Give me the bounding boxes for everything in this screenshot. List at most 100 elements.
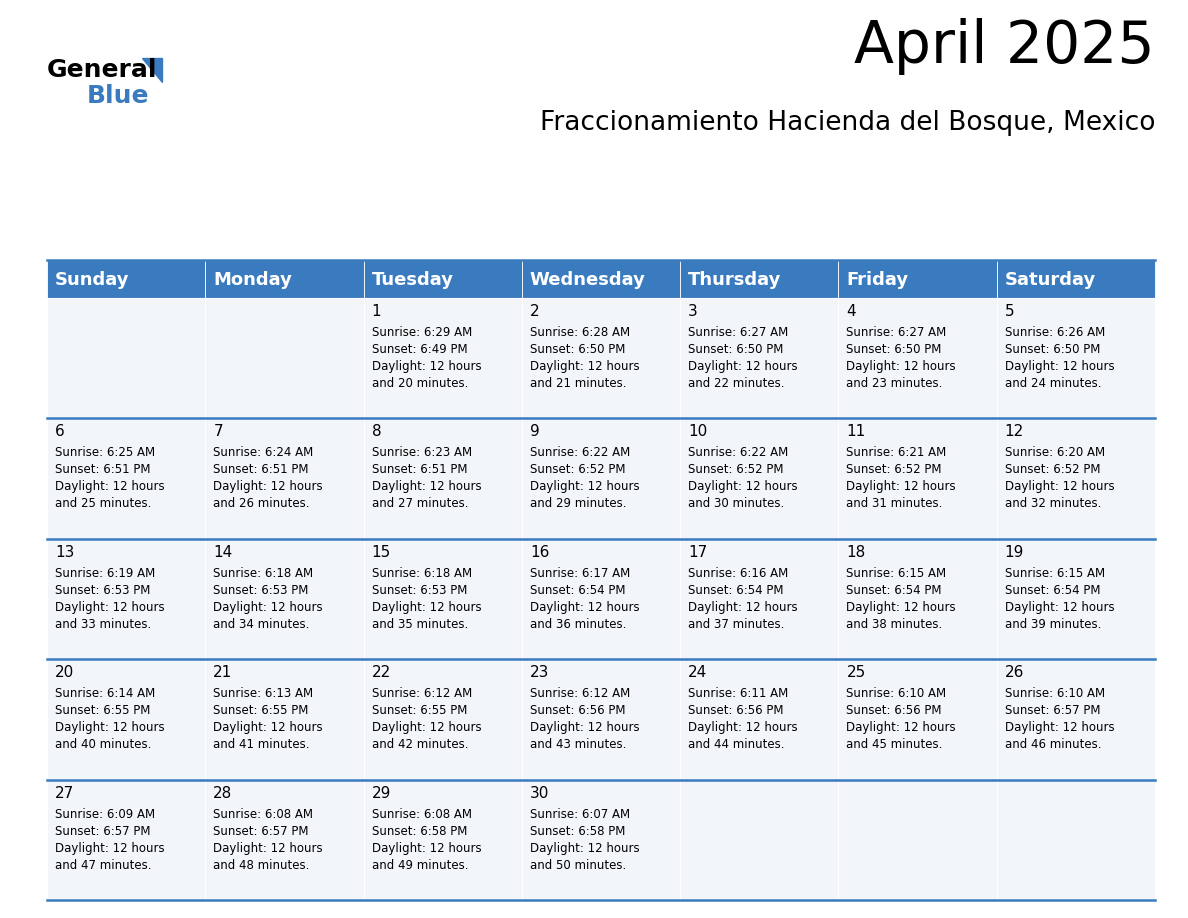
Text: Sunset: 6:51 PM: Sunset: 6:51 PM	[372, 464, 467, 476]
Text: Sunset: 6:53 PM: Sunset: 6:53 PM	[55, 584, 151, 597]
Text: Sunrise: 6:25 AM: Sunrise: 6:25 AM	[55, 446, 156, 459]
Bar	[522, 298, 681, 419]
Text: Sunrise: 6:15 AM: Sunrise: 6:15 AM	[1005, 566, 1105, 580]
Text: Sunset: 6:57 PM: Sunset: 6:57 PM	[214, 824, 309, 837]
Text: and 32 minutes.: and 32 minutes.	[1005, 498, 1101, 510]
Text: Sunset: 6:52 PM: Sunset: 6:52 PM	[688, 464, 784, 476]
Bar	[681, 260, 839, 298]
Text: Friday: Friday	[846, 271, 909, 289]
Text: Daylight: 12 hours: Daylight: 12 hours	[372, 360, 481, 373]
Text: Sunrise: 6:12 AM: Sunrise: 6:12 AM	[530, 688, 630, 700]
Text: Blue: Blue	[87, 84, 150, 108]
Text: Saturday: Saturday	[1005, 271, 1097, 289]
Text: Daylight: 12 hours: Daylight: 12 hours	[530, 722, 639, 734]
Text: Sunrise: 6:10 AM: Sunrise: 6:10 AM	[846, 688, 947, 700]
Text: 15: 15	[372, 544, 391, 560]
Text: Daylight: 12 hours: Daylight: 12 hours	[1005, 480, 1114, 493]
Bar	[839, 779, 997, 900]
Text: Daylight: 12 hours: Daylight: 12 hours	[55, 842, 165, 855]
Text: Sunset: 6:54 PM: Sunset: 6:54 PM	[1005, 584, 1100, 597]
Text: Sunset: 6:51 PM: Sunset: 6:51 PM	[55, 464, 151, 476]
Bar	[48, 298, 206, 419]
Bar	[681, 298, 839, 419]
Text: Sunrise: 6:08 AM: Sunrise: 6:08 AM	[372, 808, 472, 821]
Text: Daylight: 12 hours: Daylight: 12 hours	[55, 722, 165, 734]
Text: Sunset: 6:54 PM: Sunset: 6:54 PM	[530, 584, 625, 597]
Text: and 26 minutes.: and 26 minutes.	[214, 498, 310, 510]
Text: Daylight: 12 hours: Daylight: 12 hours	[372, 480, 481, 493]
Text: and 35 minutes.: and 35 minutes.	[372, 618, 468, 631]
Bar	[681, 659, 839, 779]
Text: Sunset: 6:52 PM: Sunset: 6:52 PM	[530, 464, 625, 476]
Text: and 21 minutes.: and 21 minutes.	[530, 377, 626, 390]
Text: Daylight: 12 hours: Daylight: 12 hours	[372, 722, 481, 734]
Bar	[839, 659, 997, 779]
Text: and 49 minutes.: and 49 minutes.	[372, 858, 468, 871]
Text: and 34 minutes.: and 34 minutes.	[214, 618, 310, 631]
Bar	[522, 539, 681, 659]
Text: Sunrise: 6:15 AM: Sunrise: 6:15 AM	[846, 566, 947, 580]
Text: 29: 29	[372, 786, 391, 800]
Text: Sunrise: 6:29 AM: Sunrise: 6:29 AM	[372, 326, 472, 339]
Polygon shape	[143, 58, 162, 82]
Bar	[364, 260, 522, 298]
Text: Sunset: 6:55 PM: Sunset: 6:55 PM	[214, 704, 309, 717]
Text: 21: 21	[214, 666, 233, 680]
Bar	[48, 419, 206, 539]
Bar	[48, 260, 206, 298]
Text: and 23 minutes.: and 23 minutes.	[846, 377, 943, 390]
Text: Sunrise: 6:22 AM: Sunrise: 6:22 AM	[688, 446, 789, 459]
Bar	[839, 539, 997, 659]
Text: and 24 minutes.: and 24 minutes.	[1005, 377, 1101, 390]
Text: Daylight: 12 hours: Daylight: 12 hours	[214, 480, 323, 493]
Text: Daylight: 12 hours: Daylight: 12 hours	[846, 360, 956, 373]
Text: Sunday: Sunday	[55, 271, 129, 289]
Text: 6: 6	[55, 424, 65, 440]
Bar	[839, 298, 997, 419]
Text: Sunrise: 6:19 AM: Sunrise: 6:19 AM	[55, 566, 156, 580]
Text: 22: 22	[372, 666, 391, 680]
Text: 2: 2	[530, 304, 539, 319]
Text: and 37 minutes.: and 37 minutes.	[688, 618, 784, 631]
Text: Sunset: 6:55 PM: Sunset: 6:55 PM	[372, 704, 467, 717]
Text: 10: 10	[688, 424, 707, 440]
Bar	[206, 779, 364, 900]
Text: Daylight: 12 hours: Daylight: 12 hours	[688, 480, 798, 493]
Bar	[364, 659, 522, 779]
Bar	[839, 419, 997, 539]
Text: Sunset: 6:57 PM: Sunset: 6:57 PM	[1005, 704, 1100, 717]
Text: 13: 13	[55, 544, 75, 560]
Text: 3: 3	[688, 304, 697, 319]
Text: and 33 minutes.: and 33 minutes.	[55, 618, 151, 631]
Text: Daylight: 12 hours: Daylight: 12 hours	[688, 722, 798, 734]
Text: Sunset: 6:52 PM: Sunset: 6:52 PM	[846, 464, 942, 476]
Text: Sunset: 6:53 PM: Sunset: 6:53 PM	[214, 584, 309, 597]
Bar	[364, 779, 522, 900]
Text: Sunset: 6:50 PM: Sunset: 6:50 PM	[530, 343, 625, 356]
Bar	[364, 419, 522, 539]
Text: and 44 minutes.: and 44 minutes.	[688, 738, 784, 751]
Text: Daylight: 12 hours: Daylight: 12 hours	[214, 600, 323, 614]
Text: Sunrise: 6:27 AM: Sunrise: 6:27 AM	[846, 326, 947, 339]
Text: Sunrise: 6:11 AM: Sunrise: 6:11 AM	[688, 688, 789, 700]
Text: 25: 25	[846, 666, 866, 680]
Bar	[997, 539, 1155, 659]
Text: 7: 7	[214, 424, 223, 440]
Bar	[522, 419, 681, 539]
Text: Daylight: 12 hours: Daylight: 12 hours	[214, 722, 323, 734]
Text: Sunrise: 6:14 AM: Sunrise: 6:14 AM	[55, 688, 156, 700]
Bar	[206, 260, 364, 298]
Text: Sunset: 6:56 PM: Sunset: 6:56 PM	[688, 704, 784, 717]
Text: Sunset: 6:51 PM: Sunset: 6:51 PM	[214, 464, 309, 476]
Text: 28: 28	[214, 786, 233, 800]
Text: and 47 minutes.: and 47 minutes.	[55, 858, 152, 871]
Text: Daylight: 12 hours: Daylight: 12 hours	[846, 722, 956, 734]
Text: 8: 8	[372, 424, 381, 440]
Text: and 38 minutes.: and 38 minutes.	[846, 618, 943, 631]
Text: Sunset: 6:55 PM: Sunset: 6:55 PM	[55, 704, 151, 717]
Text: Daylight: 12 hours: Daylight: 12 hours	[688, 360, 798, 373]
Text: and 30 minutes.: and 30 minutes.	[688, 498, 784, 510]
Text: Sunset: 6:56 PM: Sunset: 6:56 PM	[530, 704, 625, 717]
Text: 11: 11	[846, 424, 866, 440]
Text: General: General	[48, 58, 158, 82]
